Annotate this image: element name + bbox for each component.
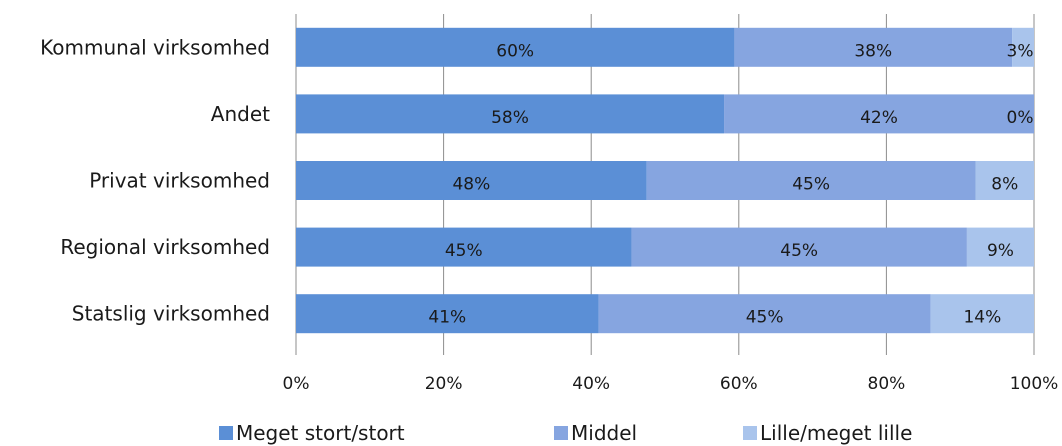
legend-swatch xyxy=(743,426,757,440)
x-tick-label: 20% xyxy=(425,374,463,394)
category-label: Andet xyxy=(211,102,270,126)
x-tick-label: 40% xyxy=(572,374,610,394)
category-label: Statslig virksomhed xyxy=(72,302,270,326)
data-label: 41% xyxy=(428,308,466,328)
legend-swatch xyxy=(554,426,568,440)
data-label: 45% xyxy=(792,175,830,195)
legend-swatch xyxy=(219,426,233,440)
data-label: 48% xyxy=(452,175,490,195)
data-label: 38% xyxy=(854,41,892,61)
bar-segment xyxy=(598,294,931,334)
legend-label: Meget stort/stort xyxy=(236,421,405,445)
bar-segment xyxy=(966,227,1034,267)
x-tick-label: 0% xyxy=(283,374,310,394)
bar-segment xyxy=(724,94,1034,134)
data-label: 45% xyxy=(780,241,818,261)
data-label: 0% xyxy=(1007,108,1034,128)
data-label: 3% xyxy=(1007,41,1034,61)
bar-segment xyxy=(646,161,976,200)
x-tick-label: 80% xyxy=(868,374,906,394)
x-tick-label: 100% xyxy=(1010,374,1059,394)
data-label: 8% xyxy=(991,175,1018,195)
data-label: 60% xyxy=(496,41,534,61)
x-tick-label: 60% xyxy=(720,374,758,394)
bar-segment xyxy=(631,227,967,267)
data-label: 42% xyxy=(860,108,898,128)
bar-segment xyxy=(734,27,1013,67)
bar-segment xyxy=(296,227,632,267)
legend-label: Lille/meget lille xyxy=(760,421,912,445)
legend-label: Middel xyxy=(571,421,637,445)
bar-segment xyxy=(975,161,1034,200)
bar-segment xyxy=(930,294,1034,334)
bar-segment xyxy=(296,161,647,200)
data-label: 45% xyxy=(445,241,483,261)
data-label: 58% xyxy=(491,108,529,128)
bar-segment xyxy=(296,94,725,134)
data-label: 14% xyxy=(963,308,1001,328)
bar-segment xyxy=(296,294,599,334)
bar-segment xyxy=(296,27,735,67)
category-label: Privat virksomhed xyxy=(89,169,270,193)
data-label: 45% xyxy=(746,308,784,328)
category-label: Regional virksomhed xyxy=(60,235,270,259)
category-label: Kommunal virksomhed xyxy=(40,35,270,59)
data-label: 9% xyxy=(987,241,1014,261)
bar-segment xyxy=(1012,27,1034,67)
